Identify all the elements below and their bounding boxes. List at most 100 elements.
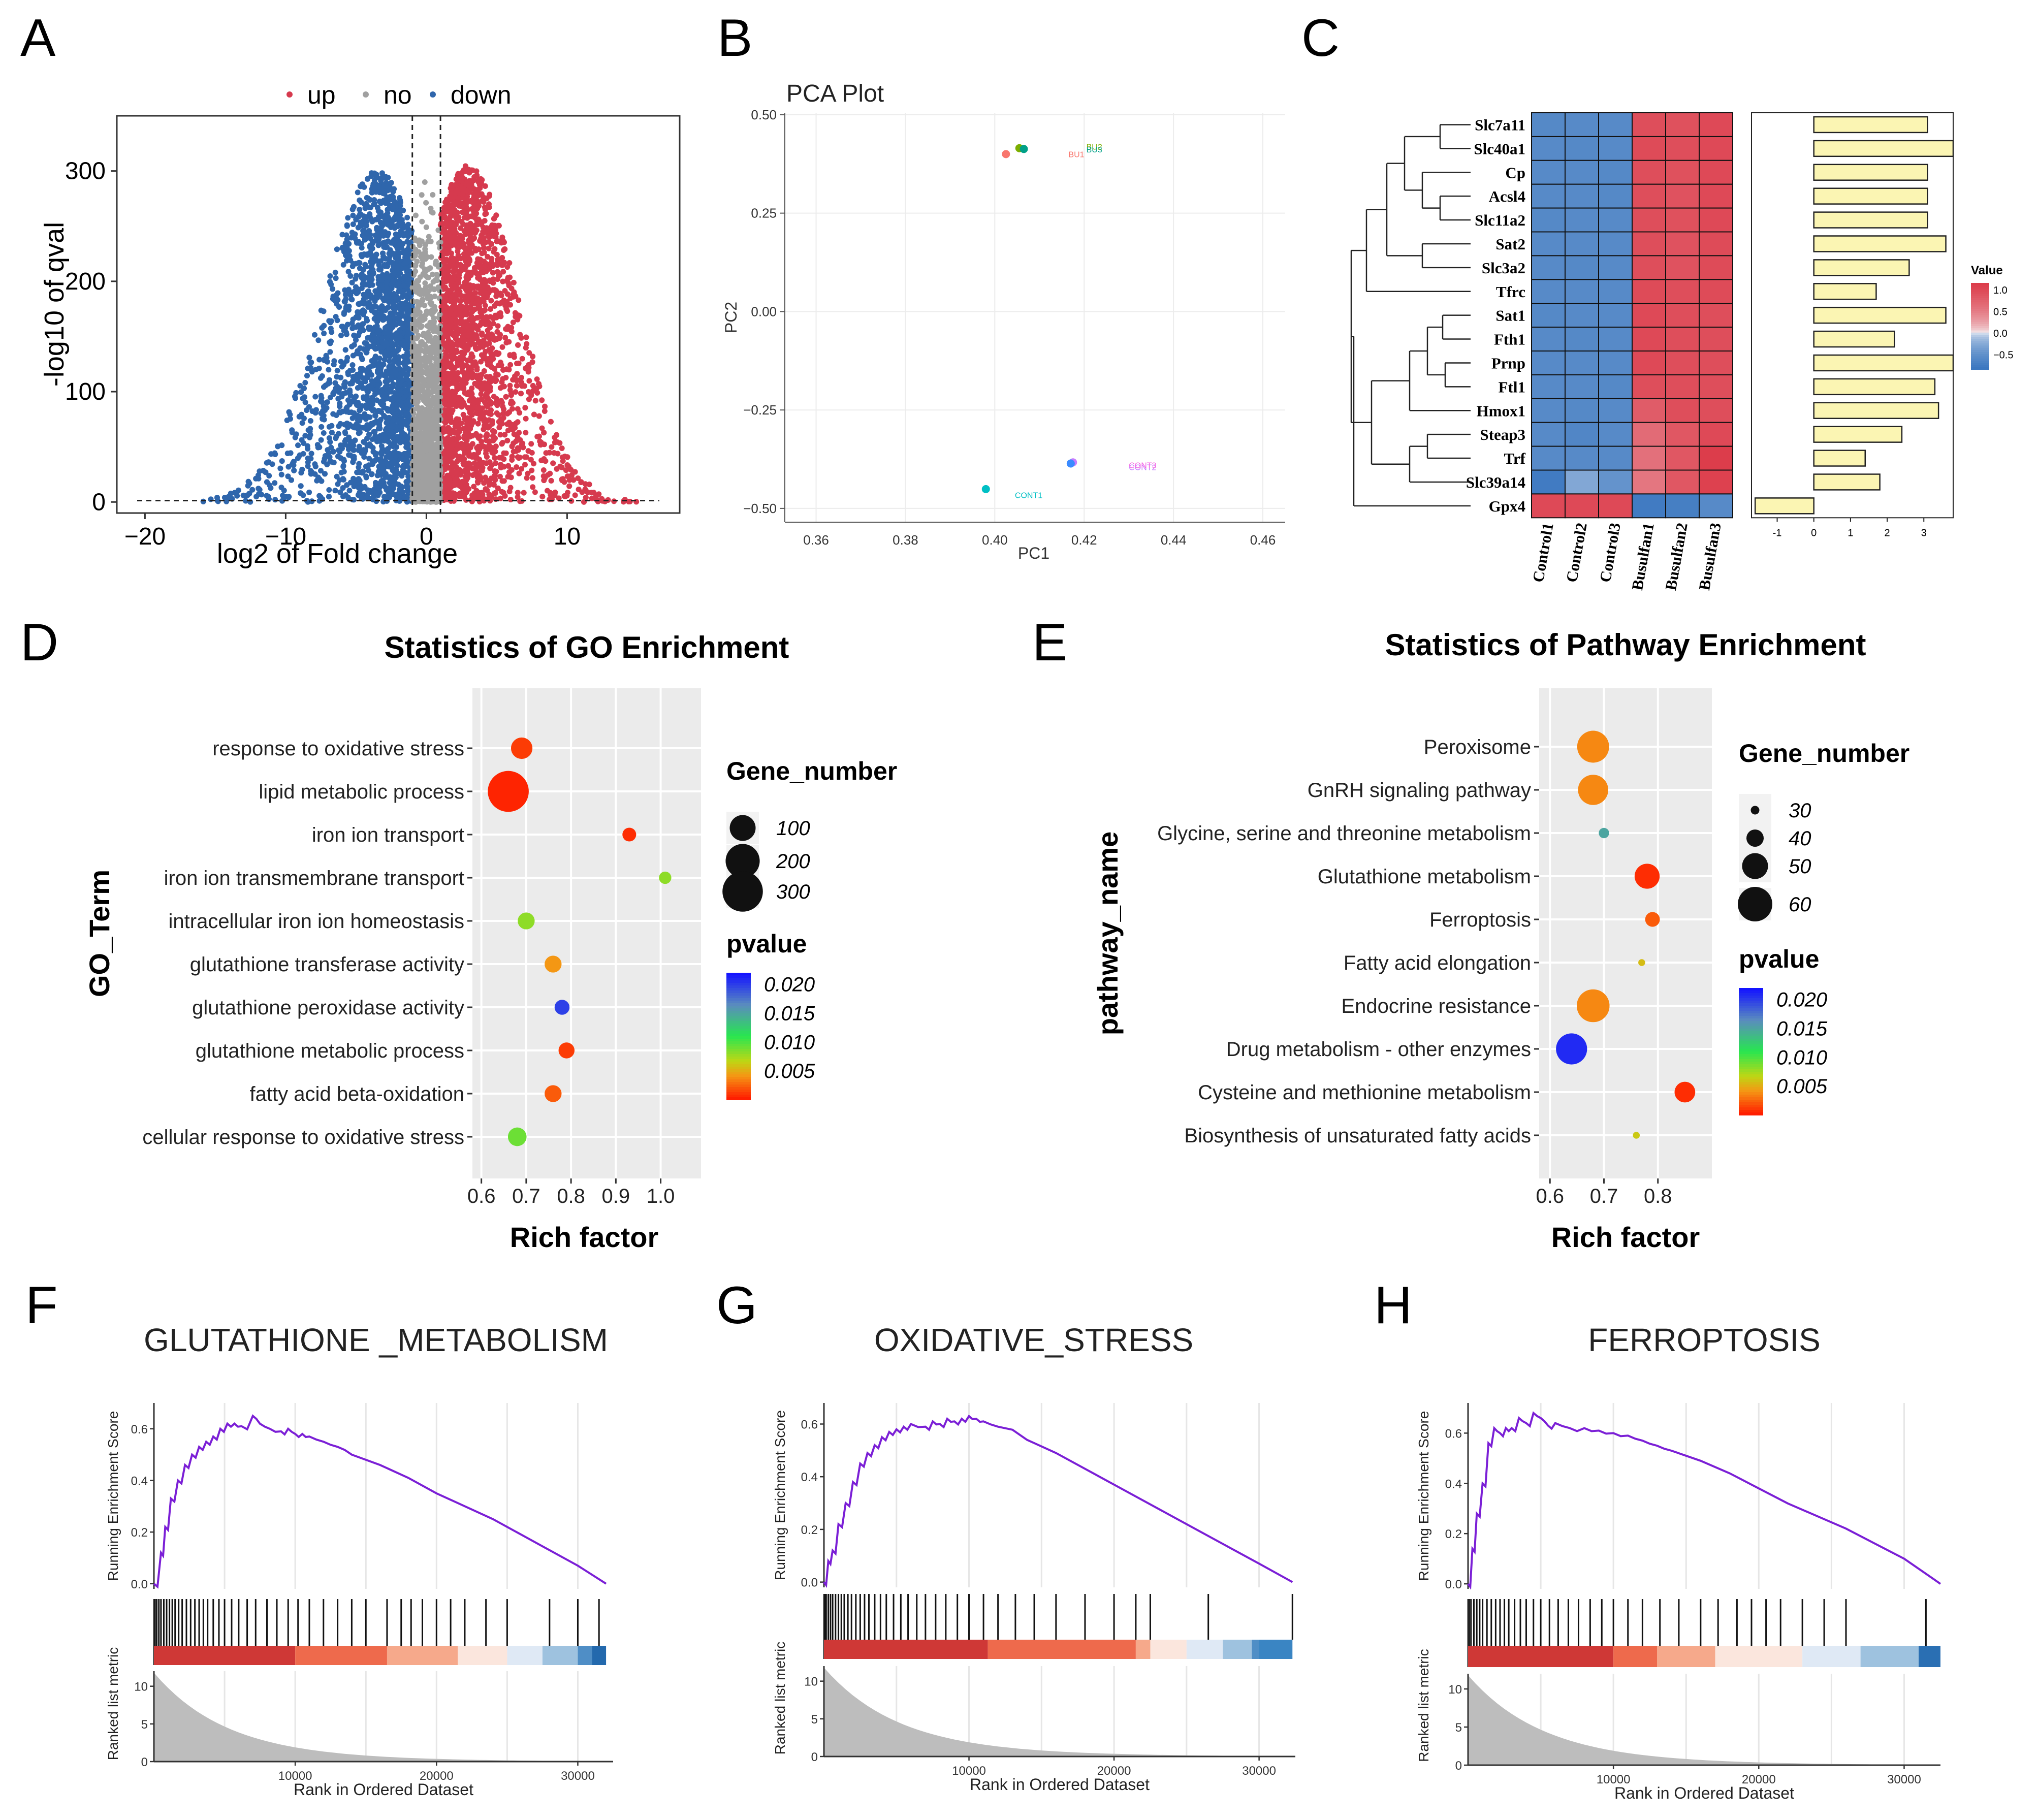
point-up: [536, 413, 542, 419]
point-up: [493, 460, 499, 466]
point-down: [272, 497, 278, 503]
point-up: [541, 477, 547, 484]
point-down: [330, 391, 336, 397]
point-up: [500, 411, 506, 417]
point-up: [585, 489, 591, 495]
point-up: [479, 330, 485, 336]
point-down: [350, 212, 356, 218]
point-up: [556, 495, 562, 501]
point-up: [539, 425, 545, 431]
point-up: [552, 492, 558, 498]
point-up: [548, 477, 554, 484]
point-up: [528, 441, 534, 447]
point-up: [473, 168, 480, 174]
point-down: [327, 439, 333, 445]
point-up: [507, 362, 514, 368]
point-down: [349, 206, 356, 212]
point-up: [499, 344, 505, 350]
point-up: [517, 332, 523, 338]
point-up: [493, 293, 499, 299]
point-up: [499, 255, 505, 261]
point-down: [326, 494, 332, 500]
point-up: [449, 304, 455, 310]
point-down: [279, 458, 285, 464]
point-up: [510, 320, 516, 326]
point-up: [526, 378, 532, 384]
point-up: [529, 359, 535, 365]
point-up: [525, 470, 531, 476]
point-up: [547, 490, 553, 496]
point-up: [449, 389, 455, 395]
point-down: [278, 471, 284, 477]
point-down: [277, 465, 283, 471]
point-down: [332, 488, 338, 494]
volcano-points: [200, 163, 640, 505]
point-up: [530, 484, 536, 490]
point-down: [344, 223, 350, 229]
point-down: [326, 367, 332, 373]
point-down: [334, 368, 340, 374]
point-down: [312, 394, 319, 400]
point-up: [505, 275, 511, 281]
point-up: [506, 282, 512, 289]
point-down: [330, 411, 336, 417]
point-down: [346, 488, 353, 494]
point-up: [482, 183, 488, 189]
point-up: [503, 450, 509, 456]
point-up: [496, 222, 502, 229]
point-down: [404, 214, 410, 220]
point-up: [494, 251, 500, 258]
point-up: [566, 483, 572, 489]
point-down: [347, 393, 354, 399]
point-down: [326, 487, 332, 493]
point-down: [390, 443, 396, 450]
point-down: [324, 461, 330, 467]
point-up: [499, 489, 505, 495]
point-up: [521, 383, 527, 389]
point-up: [522, 462, 528, 468]
point-up: [532, 489, 538, 495]
point-up: [502, 335, 508, 341]
point-up: [494, 262, 500, 268]
point-up: [499, 441, 505, 447]
point-up: [539, 397, 545, 403]
point-down: [378, 449, 385, 455]
point-down: [355, 189, 361, 196]
point-down: [292, 434, 298, 440]
point-down: [339, 232, 345, 238]
point-down: [353, 276, 359, 282]
point-down: [351, 497, 357, 503]
point-up: [531, 461, 536, 467]
point-up: [482, 218, 488, 224]
point-down: [347, 368, 353, 374]
point-up: [502, 288, 508, 294]
point-up: [523, 416, 529, 422]
point-up: [549, 444, 555, 450]
point-down: [379, 170, 385, 176]
point-down: [371, 177, 377, 183]
point-down: [329, 423, 335, 429]
point-up: [523, 345, 529, 351]
point-down: [353, 393, 359, 399]
point-up: [534, 376, 540, 382]
point-up: [509, 443, 515, 450]
point-up: [516, 430, 522, 436]
point-up: [511, 279, 517, 285]
point-down: [340, 262, 346, 268]
point-up: [497, 291, 503, 297]
point-up: [540, 467, 547, 473]
point-up: [495, 323, 501, 329]
point-down: [312, 332, 317, 338]
point-up: [456, 456, 461, 462]
point-up: [525, 448, 531, 454]
point-up: [529, 467, 535, 473]
point-up: [455, 248, 461, 254]
point-down: [264, 479, 270, 485]
point-up: [460, 221, 466, 227]
point-down: [335, 396, 341, 402]
point-down: [397, 195, 403, 201]
point-up: [502, 246, 508, 252]
point-down: [293, 390, 299, 396]
point-up: [516, 297, 522, 303]
